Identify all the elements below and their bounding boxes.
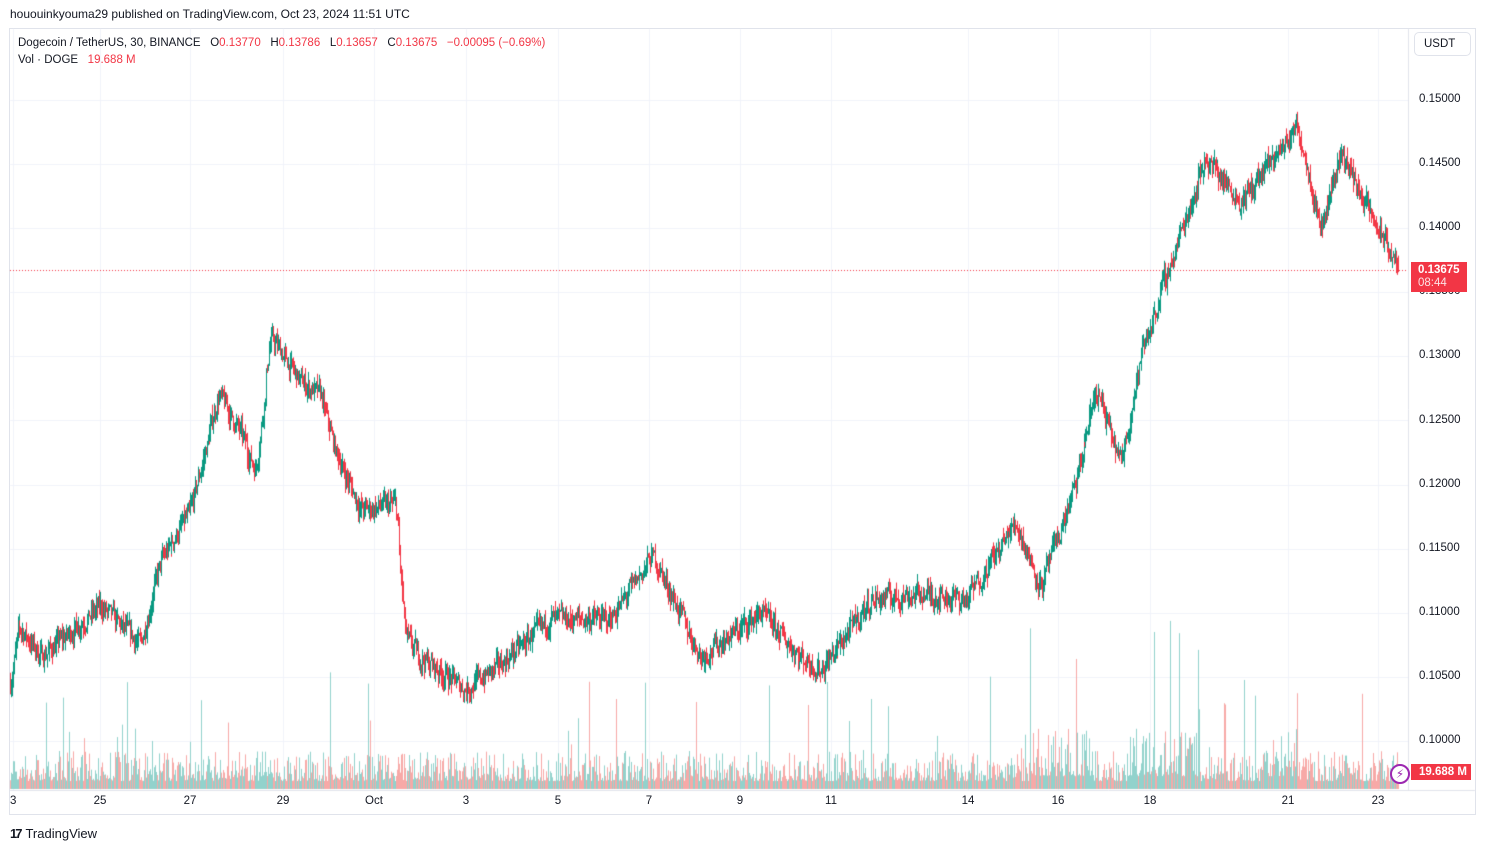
bar-countdown: 08:44	[1418, 277, 1447, 289]
time-tick-label: 29	[276, 795, 290, 807]
time-tick-label: 3	[10, 795, 17, 807]
high-label: H	[270, 37, 279, 49]
price-tick-label: 0.10000	[1419, 734, 1461, 746]
price-tick-label: 0.12500	[1419, 413, 1461, 426]
low-label: L	[329, 37, 337, 49]
price-tick-label: 0.14500	[1419, 157, 1461, 170]
price-tick-label: 0.12000	[1419, 477, 1461, 490]
open-label: O	[210, 37, 220, 49]
volume-legend-row: Vol · DOGE 19.688 M	[18, 52, 545, 69]
time-tick-label: 25	[93, 795, 107, 807]
high-value: 0.13786	[278, 37, 321, 49]
price-tick-label: 0.10500	[1419, 669, 1461, 682]
currency-unit-button[interactable]: USDT	[1414, 32, 1471, 56]
lightning-icon[interactable]: ⚡	[1390, 764, 1410, 784]
time-tick-label: Oct	[365, 795, 383, 807]
time-tick-label: 23	[1371, 795, 1385, 807]
time-tick-label: 9	[736, 795, 744, 807]
close-label: C	[387, 37, 396, 49]
low-value: 0.13657	[336, 37, 378, 49]
time-tick-label: 11	[825, 795, 837, 807]
last-price-tag: 0.13675 08:44	[1411, 262, 1467, 292]
volume-value: 19.688 M	[87, 54, 136, 66]
price-tick-label: 0.11000	[1419, 605, 1460, 618]
volume-tag: 19.688 M	[1411, 764, 1471, 780]
price-tick-label: 0.15000	[1419, 93, 1461, 105]
price-tick-label: 0.14000	[1419, 221, 1461, 234]
time-tick-label: 18	[1143, 795, 1157, 807]
time-tick-label: 14	[961, 795, 975, 807]
close-value: 0.13675	[395, 37, 438, 49]
tradingview-branding[interactable]: 17 TradingView	[10, 826, 97, 841]
brand-name: TradingView	[25, 826, 98, 841]
ohlc-legend-row: Dogecoin / TetherUS, 30, BINANCE O0.1377…	[18, 35, 545, 52]
last-price-value: 0.13675	[1418, 264, 1460, 276]
change-value: −0.00095 (−0.69%)	[446, 37, 546, 49]
time-tick-label: 3	[462, 795, 470, 807]
time-tick-label: 5	[554, 795, 562, 807]
time-tick-label: 7	[645, 795, 653, 807]
tradingview-logo-icon: 17	[10, 826, 23, 841]
time-tick-label: 16	[1051, 795, 1065, 807]
time-tick-label: 21	[1281, 795, 1295, 807]
price-tick-label: 0.11500	[1419, 541, 1460, 554]
symbol-title[interactable]: Dogecoin / TetherUS, 30, BINANCE	[18, 37, 201, 49]
price-tick-label: 0.13000	[1419, 349, 1461, 362]
open-value: 0.13770	[219, 37, 261, 49]
volume-label[interactable]: Vol · DOGE	[18, 54, 79, 66]
chart-legend: Dogecoin / TetherUS, 30, BINANCE O0.1377…	[18, 35, 545, 69]
time-tick-label: 27	[183, 795, 197, 807]
